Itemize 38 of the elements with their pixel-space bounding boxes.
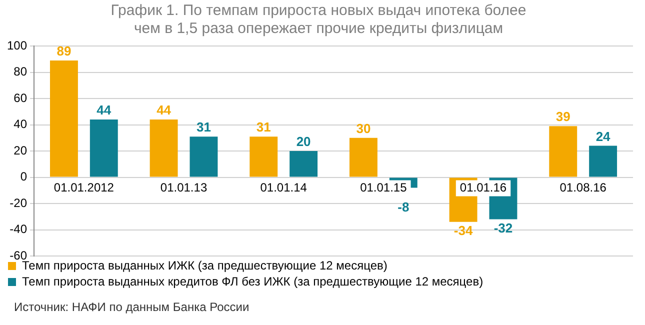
x-tick-label: 01.01.13 xyxy=(160,180,208,195)
data-label: 31 xyxy=(256,120,271,135)
bar xyxy=(150,120,178,177)
bar xyxy=(90,120,118,177)
y-tick-label: 0 xyxy=(20,170,28,184)
y-tick-label: 60 xyxy=(14,90,28,105)
y-tick-label: -40 xyxy=(10,222,28,236)
legend-label: Темп прироста выданных кредитов ФЛ без ИЖК (за предшествующие 12 месяцев) xyxy=(22,274,484,288)
y-tick-label: 100 xyxy=(6,38,28,52)
data-label: 24 xyxy=(596,128,612,144)
bar xyxy=(250,136,278,177)
data-label: -34 xyxy=(454,222,474,238)
data-label: 39 xyxy=(556,109,570,124)
bar xyxy=(190,136,218,177)
text: Источник: НАФИ по данным Банка России xyxy=(14,300,250,314)
x-tick-label: 01.01.2012 xyxy=(54,180,114,195)
bar xyxy=(349,138,378,177)
x-tick-label: 01.01.14 xyxy=(260,180,308,195)
y-tick-label: -20 xyxy=(10,196,28,210)
y-tick-label: 80 xyxy=(14,64,28,79)
x-tick-label: 01.01.16 xyxy=(460,180,507,195)
x-tick-label: 01.08.16 xyxy=(560,180,607,195)
bar xyxy=(549,126,578,177)
data-label: 30 xyxy=(356,120,371,136)
data-label: -32 xyxy=(494,220,513,236)
data-label: 44 xyxy=(156,102,172,118)
data-label: 89 xyxy=(56,44,72,59)
data-label: 20 xyxy=(296,134,311,150)
data-label: -8 xyxy=(398,199,410,214)
y-tick-label: 20 xyxy=(14,143,28,158)
data-label: 44 xyxy=(96,102,112,118)
bar xyxy=(589,146,618,177)
data-label: 31 xyxy=(196,120,211,135)
bar xyxy=(50,60,78,177)
x-tick-label: 01.01.15 xyxy=(360,180,408,195)
chart-title: График 1. По темпам прироста новых выдач ипотека более чем в 1,5 раза опережает прочие кредиты физлицам xyxy=(110,2,526,38)
bar xyxy=(290,151,318,177)
y-tick-label: 40 xyxy=(14,117,28,132)
